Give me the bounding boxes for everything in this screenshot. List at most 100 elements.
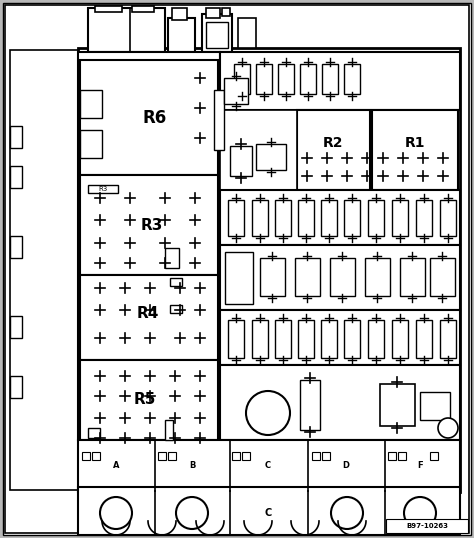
Bar — [165, 420, 173, 440]
Bar — [368, 320, 384, 358]
Bar — [322, 452, 330, 460]
Bar — [220, 310, 460, 365]
Bar — [278, 64, 294, 94]
Bar — [165, 248, 179, 268]
Bar — [322, 64, 338, 94]
Bar — [78, 487, 460, 535]
Text: B97-10263: B97-10263 — [406, 523, 448, 529]
Bar — [368, 200, 384, 236]
Bar — [80, 175, 218, 275]
Bar — [398, 452, 406, 460]
Bar — [344, 320, 360, 358]
Bar — [220, 365, 460, 440]
Bar — [232, 452, 240, 460]
Bar — [80, 130, 102, 158]
Circle shape — [176, 497, 208, 529]
Bar — [92, 452, 100, 460]
Bar — [206, 22, 228, 48]
Bar — [80, 90, 102, 118]
Bar — [220, 245, 460, 310]
Bar — [220, 190, 460, 245]
Text: A: A — [113, 462, 119, 471]
Text: C: C — [265, 462, 271, 471]
Text: R1: R1 — [405, 136, 425, 150]
Bar — [220, 52, 460, 110]
Text: R3: R3 — [99, 186, 108, 192]
Bar — [365, 258, 390, 296]
Bar — [392, 200, 408, 236]
Circle shape — [246, 391, 290, 435]
Bar — [330, 258, 355, 296]
Bar — [380, 384, 415, 426]
Circle shape — [331, 497, 363, 529]
Bar — [300, 380, 320, 430]
Bar — [222, 8, 230, 16]
Bar — [420, 392, 450, 420]
Bar — [168, 18, 195, 52]
Bar — [386, 519, 468, 533]
Bar — [132, 6, 154, 12]
Bar — [400, 258, 425, 296]
Bar — [298, 200, 314, 236]
Bar — [344, 200, 360, 236]
Bar — [228, 200, 244, 236]
Bar — [312, 452, 320, 460]
Text: R6: R6 — [143, 109, 167, 127]
Text: F: F — [417, 462, 423, 471]
Bar — [298, 320, 314, 358]
Bar — [10, 376, 22, 398]
Bar — [82, 452, 90, 460]
Text: R5: R5 — [134, 393, 156, 407]
Bar — [202, 14, 232, 52]
Bar — [170, 305, 182, 313]
Bar — [430, 258, 455, 296]
Bar — [10, 50, 78, 490]
Text: B: B — [189, 462, 195, 471]
Bar — [225, 252, 253, 304]
Text: C: C — [264, 508, 272, 518]
Bar — [80, 360, 218, 440]
Bar — [88, 428, 100, 438]
Bar — [95, 6, 122, 12]
Bar — [300, 64, 316, 94]
Bar — [295, 258, 320, 296]
Bar — [416, 200, 432, 236]
Bar — [388, 452, 396, 460]
Bar — [80, 275, 218, 360]
Text: R3: R3 — [141, 218, 163, 233]
Bar — [344, 64, 360, 94]
Bar — [252, 320, 268, 358]
Bar — [10, 236, 22, 258]
Bar — [224, 78, 248, 104]
Bar — [242, 452, 250, 460]
Bar — [78, 48, 460, 492]
Bar — [297, 110, 370, 190]
Bar — [214, 90, 224, 150]
Bar — [80, 60, 218, 175]
Bar — [260, 258, 285, 296]
Text: D: D — [343, 462, 349, 471]
Bar — [10, 316, 22, 338]
Bar — [78, 52, 220, 440]
Bar — [321, 200, 337, 236]
Text: R4: R4 — [137, 306, 159, 321]
Bar — [206, 8, 220, 18]
Bar — [158, 452, 166, 460]
Bar — [88, 185, 118, 193]
Bar — [228, 320, 244, 358]
Circle shape — [438, 418, 458, 438]
Bar — [256, 64, 272, 94]
Bar — [168, 452, 176, 460]
Bar — [230, 146, 252, 176]
Bar — [172, 8, 187, 20]
Bar — [392, 320, 408, 358]
Bar — [88, 8, 165, 52]
Bar — [275, 200, 291, 236]
Circle shape — [100, 497, 132, 529]
Bar — [220, 110, 297, 190]
Bar — [430, 452, 438, 460]
Bar — [416, 320, 432, 358]
Bar — [170, 278, 182, 286]
Bar — [256, 144, 286, 170]
Bar — [10, 126, 22, 148]
